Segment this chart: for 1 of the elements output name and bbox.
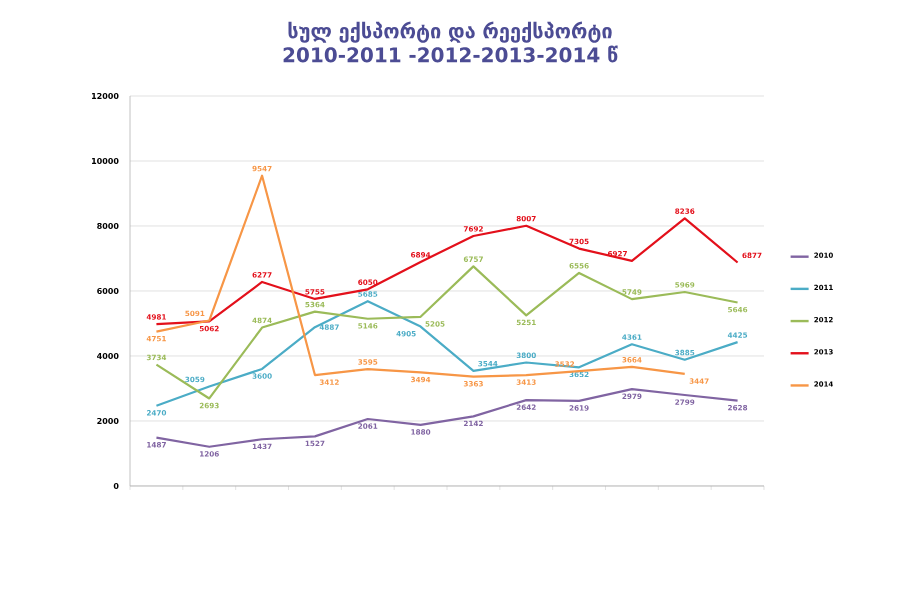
chart-title: სულ ექსპორტი და რეექსპორტი 2010-2011 -2012-2013-2014 წ [283,21,618,63]
